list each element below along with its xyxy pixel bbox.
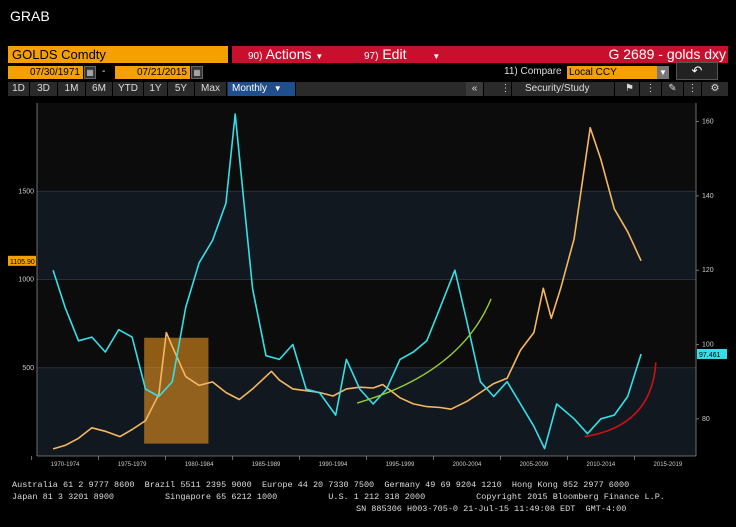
security-study-button[interactable]: Security/Study (515, 82, 615, 96)
chart-band (37, 103, 696, 192)
grip-icon: ⋮ (500, 82, 512, 96)
footer-line-2: Japan 81 3 3201 8900 Singapore 65 6212 1… (12, 492, 665, 502)
frequency-select[interactable]: Monthly ▼ (228, 82, 296, 96)
back-arrow-icon[interactable]: ↶ (676, 62, 718, 80)
period-button-5y[interactable]: 5Y (168, 82, 195, 96)
period-button-1m[interactable]: 1M (58, 82, 86, 96)
x-axis-tick-label: 1995-1999 (386, 462, 415, 468)
period-button-6m[interactable]: 6M (86, 82, 113, 96)
left-axis-tick-label: 1000 (18, 277, 34, 284)
chevron-down-icon[interactable]: ▼ (657, 66, 669, 79)
right-axis-tick-label: 80 (702, 416, 710, 423)
calendar-icon[interactable]: ▦ (84, 66, 96, 79)
edit-menu-number: 97) (364, 51, 379, 62)
grip-icon: ⋮ (640, 82, 662, 96)
gold-series-line (52, 126, 642, 450)
security-ticker-field[interactable]: GOLDS Comdty (8, 46, 228, 63)
footer-line-3: SN 885306 H003-705-0 21-Jul-15 11:49:08 … (356, 504, 627, 514)
period-button-1d[interactable]: 1D (8, 82, 30, 96)
calendar-icon[interactable]: ▦ (191, 66, 203, 79)
end-date-input[interactable]: 07/21/2015 (115, 66, 190, 79)
chart-title: G 2689 - golds dxy (608, 46, 726, 62)
period-button-1y[interactable]: 1Y (144, 82, 168, 96)
last-value-tag-left (8, 255, 36, 266)
x-axis-tick-label: 1980-1984 (185, 462, 214, 468)
actions-menu-number: 90) (248, 51, 263, 62)
chart-band (37, 367, 696, 456)
x-axis-tick-label: 2015-2019 (654, 462, 683, 468)
date-separator: - (102, 66, 106, 77)
chart-band (37, 191, 696, 280)
right-axis-tick-label: 120 (702, 267, 714, 274)
chevron-down-icon: ▼ (315, 52, 324, 61)
dxy-series-line (52, 113, 642, 450)
actions-menu[interactable]: 90) Actions ▼ (248, 46, 323, 63)
period-button-ytd[interactable]: YTD (113, 82, 144, 96)
window-title: GRAB (10, 8, 50, 24)
right-axis-tick-label: 100 (702, 342, 714, 349)
chevron-down-icon: ▼ (273, 84, 282, 93)
actions-menu-label: Actions (265, 46, 312, 62)
left-axis-tick-label: 1500 (18, 188, 34, 195)
x-axis-tick-label: 1990-1994 (319, 462, 348, 468)
period-button-max[interactable]: Max (195, 82, 227, 96)
edit-menu[interactable]: 97) Edit ▼ (364, 46, 440, 63)
last-value-label-right: 97.461 (699, 352, 721, 359)
gear-icon[interactable]: ⚙ (710, 83, 720, 94)
x-axis-tick-label: 1970-1974 (51, 462, 80, 468)
x-axis-tick-label: 1985-1989 (252, 462, 281, 468)
chart-toolbar (8, 82, 728, 96)
compare-label: 11) Compare (504, 66, 562, 77)
price-chart: 500 1000 1500 80 100 120 140 160 1970-1974 1975-1… (8, 103, 727, 468)
red-trend-arc (584, 362, 657, 438)
x-axis-tick-label: 2000-2004 (453, 462, 482, 468)
chevron-down-icon: ▼ (432, 52, 441, 61)
frequency-label: Monthly (232, 83, 268, 94)
collapse-toolbar-button[interactable]: « (466, 82, 484, 96)
x-axis-tick-label: 1975-1979 (118, 462, 147, 468)
grip-icon: ⋮ (684, 82, 702, 96)
x-axis-tick-label: 2005-2009 (520, 462, 549, 468)
period-button-3d[interactable]: 3D (30, 82, 58, 96)
edit-menu-label: Edit (382, 46, 407, 62)
last-value-label-left: 1105.90 (10, 259, 35, 266)
right-axis-tick-label: 140 (702, 193, 714, 200)
edit-icon[interactable]: ✎ (662, 82, 684, 96)
flag-icon[interactable]: ⚑ (620, 82, 640, 96)
left-axis-tick-label: 500 (22, 365, 34, 372)
footer-line-1: Australia 61 2 9777 8600 Brazil 5511 239… (12, 480, 630, 490)
last-value-tag-right (697, 348, 727, 359)
right-axis-tick-label: 160 (702, 119, 714, 126)
title-bar (232, 46, 728, 63)
x-axis-tick-label: 2010-2014 (587, 462, 616, 468)
start-date-input[interactable]: 07/30/1971 (8, 66, 83, 79)
compare-currency-select[interactable]: Local CCY (567, 66, 669, 79)
green-trend-arc (356, 298, 492, 404)
